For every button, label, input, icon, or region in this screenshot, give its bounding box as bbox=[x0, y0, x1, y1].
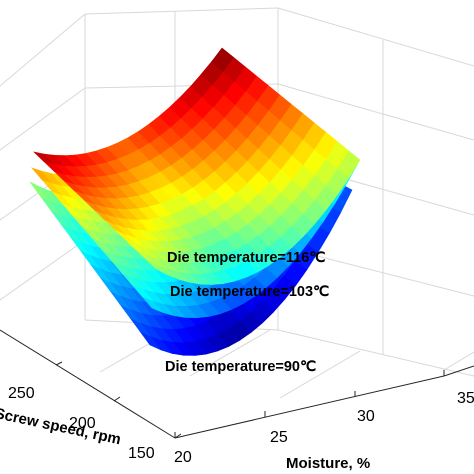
series-label-90: Die temperature=90℃ bbox=[165, 359, 317, 375]
y-tick-label: 150 bbox=[128, 445, 155, 462]
y-tick-label: 200 bbox=[69, 415, 96, 432]
x-tick-label: 25 bbox=[270, 429, 288, 446]
tick-marks bbox=[55, 361, 445, 439]
x-axis-title: Moisture, % bbox=[286, 455, 370, 472]
x-tick-label: 30 bbox=[357, 408, 375, 425]
surface-patch bbox=[211, 47, 234, 72]
series-label-116: Die temperature=116℃ bbox=[167, 250, 326, 266]
y-tick-label: 250 bbox=[8, 385, 35, 402]
x-tick-label: 35 bbox=[457, 390, 474, 407]
surface-layer bbox=[33, 47, 361, 285]
y-axis-title: Screw speed, rpm bbox=[0, 405, 122, 448]
surface-layers bbox=[29, 47, 361, 356]
series-label-103: Die temperature=103℃ bbox=[170, 284, 330, 300]
x-tick-label: 20 bbox=[174, 449, 192, 466]
